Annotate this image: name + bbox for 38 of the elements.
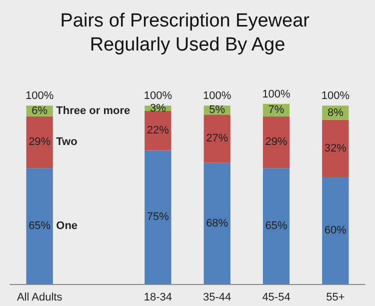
bar [262,168,290,284]
x-tick-label: 18-34 [144,292,172,304]
x-tick-label: 55+ [326,292,345,304]
data-label: 60% [324,224,347,236]
data-label: 7% [268,104,284,116]
bar [26,116,53,168]
bar [204,114,230,163]
data-label: 65% [265,220,288,232]
data-label: 8% [327,106,344,119]
x-tick-label: 45-54 [262,292,290,304]
data-label: 27% [206,132,228,145]
data-label: 22% [146,124,170,137]
data-label: 75% [146,211,170,224]
total-label: 100% [144,90,172,102]
total-label: 100% [321,90,350,102]
data-label: 5% [209,104,226,116]
x-tick-label: 35-44 [203,292,232,304]
bar [26,168,53,284]
data-label: 32% [324,142,347,154]
total-label: 100% [203,90,232,102]
bar [144,111,172,150]
x-tick-label: All Adults [16,292,63,304]
bar [262,116,290,168]
chart-title: Pairs of Prescription Eyewear Regularly Used By Age [60,10,315,56]
data-label: 68% [206,217,228,230]
bar [204,162,230,284]
total-label: 100% [26,90,54,102]
data-label: 65% [28,220,51,232]
data-label: 6% [32,105,48,118]
series-label: Two [56,136,78,148]
series-label: One [56,220,78,232]
data-label: 29% [28,136,51,148]
bar [322,120,349,177]
bar [322,177,349,284]
total-label: 100% [262,88,291,100]
series-label: Three or more [56,105,130,118]
data-label: 29% [265,136,288,148]
bar [144,150,172,284]
